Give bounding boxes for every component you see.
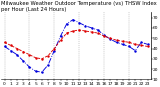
Text: Milwaukee Weather Outdoor Temperature (vs) THSW Index per Hour (Last 24 Hours): Milwaukee Weather Outdoor Temperature (v… [1,1,157,12]
